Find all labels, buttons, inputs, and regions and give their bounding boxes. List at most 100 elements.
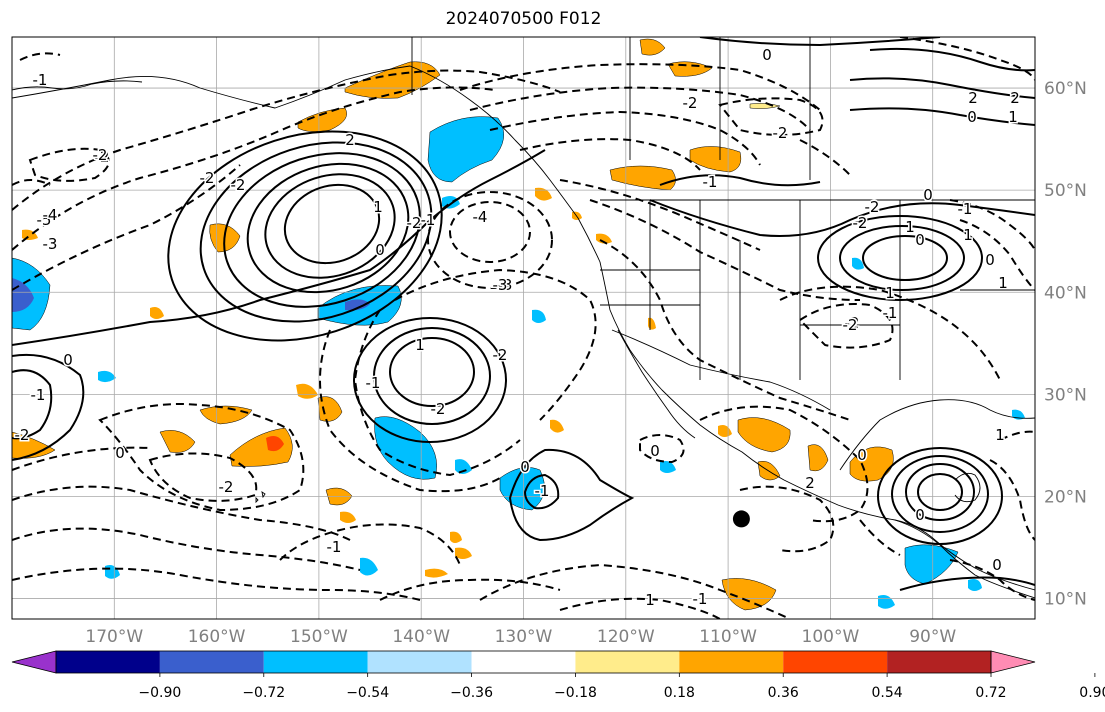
positive-anomaly-region <box>737 417 791 453</box>
contour-value-label: 1 <box>645 591 655 609</box>
contour-value-label: -1 <box>33 71 48 89</box>
contour-value-label: 1 <box>905 218 915 236</box>
contour-value-label: -1 <box>958 200 973 218</box>
contour-value-label: 0 <box>857 446 867 464</box>
positive-contour <box>817 215 983 301</box>
negative-contour <box>469 86 811 131</box>
negative-anomaly-region <box>427 116 504 183</box>
negative-anomaly-region <box>968 579 982 591</box>
positive-contour <box>877 447 1003 545</box>
colorbar-swatch <box>575 651 680 673</box>
positive-contour <box>917 473 963 511</box>
latitude-label: 40°N <box>1044 283 1087 303</box>
negative-contour <box>489 110 761 166</box>
contour-value-label: 1 <box>885 284 895 302</box>
longitude-label: 110°W <box>699 627 757 647</box>
contour-value-label: -2 <box>773 124 788 142</box>
negative-anomaly-region <box>852 257 864 270</box>
contour-value-label: 0 <box>115 444 125 462</box>
contour-value-label: -1 <box>31 386 46 404</box>
contour-value-label: -1 <box>693 590 708 608</box>
colorbar-tick-label: −0.90 <box>138 685 181 701</box>
contour-value-label: 1 <box>1008 108 1018 126</box>
longitude-label: 170°W <box>85 627 143 647</box>
positive-anomaly-region <box>550 419 564 433</box>
negative-anomaly-region <box>98 370 116 383</box>
contour-value-label: 2 <box>805 474 815 492</box>
negative-contour <box>589 199 861 301</box>
colorbar-swatch <box>367 651 472 673</box>
colorbar: −0.90 −0.72 −0.54 −0.36 −0.18 0.18 0.36 0.54 0.7… <box>11 650 1105 701</box>
colorbar-tick-label: 0.72 <box>975 685 1006 701</box>
north-america-coastline <box>12 65 1035 591</box>
negative-contour <box>989 459 1035 541</box>
positive-anomaly-region <box>425 568 448 578</box>
contour-value-label: -3 <box>498 276 513 294</box>
contour-value-label: 0 <box>915 231 925 249</box>
negative-contour <box>739 485 835 553</box>
contour-value-label: -3 <box>492 276 507 294</box>
contour-value-label: -1 <box>327 538 342 556</box>
contour-value-label: -2 <box>843 316 858 334</box>
positive-contour <box>283 183 381 265</box>
positive-contour <box>862 235 948 281</box>
zero-contour <box>12 149 546 346</box>
negative-contour <box>319 329 501 493</box>
contour-value-label: -1 <box>703 173 718 191</box>
negative-contour <box>12 446 151 471</box>
contour-value-label: 1 <box>995 426 1005 444</box>
negative-contour <box>799 139 851 176</box>
latitude-labels: 10°N 20°N 30°N 40°N 50°N 60°N <box>1044 79 1087 610</box>
contour-value-label: -2 <box>431 400 446 418</box>
storm-center-marker <box>732 510 750 528</box>
positive-anomaly-region <box>757 461 781 481</box>
positive-anomaly-region <box>199 405 253 425</box>
negative-contour <box>148 452 258 502</box>
latitude-label: 60°N <box>1044 79 1087 99</box>
negative-contour <box>798 303 894 349</box>
latitude-label: 50°N <box>1044 181 1087 201</box>
colorbar-tick-label: 0.18 <box>664 685 695 701</box>
contour-value-label: -2 <box>853 214 868 232</box>
contour-value-label: 0 <box>375 241 385 259</box>
contour-value-label: -1 <box>535 482 550 500</box>
negative-contour <box>12 567 421 601</box>
negative-contour <box>639 434 685 464</box>
negative-contour <box>12 164 241 291</box>
negative-contour <box>12 179 51 186</box>
colorbar-tick-label: −0.72 <box>242 685 285 701</box>
contour-value-label: 0 <box>650 442 660 460</box>
positive-contour <box>891 455 989 533</box>
contour-value-label: -2 <box>15 426 30 444</box>
contour-value-label: 0 <box>520 458 530 476</box>
contour-value-label: 1 <box>415 336 425 354</box>
baja-california-coastline <box>617 329 696 439</box>
positive-contour <box>869 47 1035 72</box>
positive-anomaly-region <box>609 165 676 191</box>
contour-value-label: -2 <box>865 198 880 216</box>
contour-value-label: 0 <box>967 108 977 126</box>
positive-anomaly-region <box>639 38 666 56</box>
negative-contour <box>379 578 561 601</box>
contour-value-label: -2 <box>95 148 110 166</box>
contour-value-label: -2 <box>493 346 508 364</box>
negative-contour <box>959 219 1035 291</box>
colorbar-tick-label: −0.54 <box>346 685 389 701</box>
colorbar-swatch <box>56 651 160 673</box>
contour-value-label: 2 <box>1010 89 1020 107</box>
contour-value-label: -2 <box>200 169 215 187</box>
contour-value-label: -3 <box>43 235 58 253</box>
gulf-coastline <box>839 399 1035 471</box>
negative-contour <box>949 199 1035 251</box>
contour-value-label: -1 <box>421 211 436 229</box>
negative-contour <box>779 285 1001 381</box>
contour-value-label: 1 <box>373 198 383 216</box>
longitude-label: 140°W <box>392 627 450 647</box>
contour-label-group: 0-2 2 20 1-2-2-1-5-20-4-3-3-2 -2-412-3-1-20-… <box>13 45 1021 611</box>
negative-contour <box>394 268 597 421</box>
central-america-coastline <box>894 519 1035 599</box>
positive-anomaly-region <box>849 446 894 482</box>
longitude-label: 160°W <box>188 627 246 647</box>
negative-contour <box>449 201 531 263</box>
